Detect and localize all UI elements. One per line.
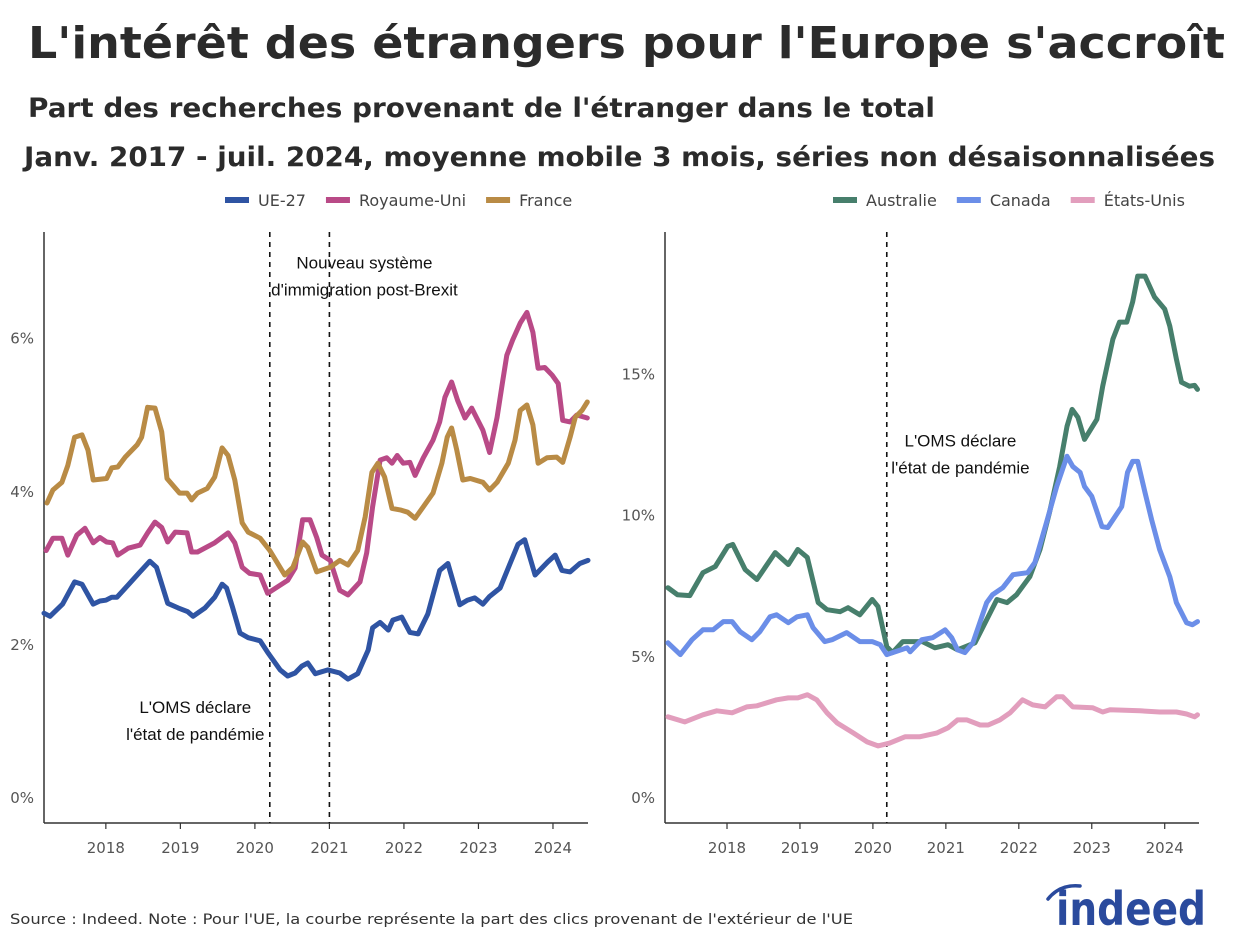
legend-item: Royaume-Uni: [325, 191, 466, 210]
right-chart-panel: 2018 2019 2020 2021 2022 2023 2024 0% 5% 10% 15% L'…: [622, 191, 1200, 857]
legend-item: États-Unis: [1070, 191, 1185, 210]
x-tick-label: 2023: [1073, 839, 1111, 857]
x-tick-label: 2022: [385, 839, 423, 857]
x-tick-label: 2019: [781, 839, 819, 857]
legend-item: Australie: [833, 191, 937, 210]
legend-label: Royaume-Uni: [359, 191, 466, 210]
x-tick-label: 2024: [1146, 839, 1184, 857]
legend-swatch: [1070, 197, 1095, 203]
x-tick-label: 2018: [87, 839, 125, 857]
logo-text: indeed: [1056, 882, 1206, 936]
legend-swatch: [225, 197, 249, 203]
annotation-text: Nouveau système: [296, 254, 432, 273]
legend-swatch: [956, 197, 981, 203]
x-tick-label: 2019: [161, 839, 199, 857]
x-tick-label: 2023: [459, 839, 497, 857]
y-tick-label: 2%: [10, 636, 34, 654]
x-tick-label: 2020: [236, 839, 274, 857]
legend-item: France: [486, 191, 572, 210]
left-chart-panel: 2018 2019 2020 2021 2022 2023 2024 0% 2% 4% 6% Nouv…: [10, 191, 591, 857]
source-note: Source : Indeed. Note : Pour l'UE, la co…: [10, 912, 853, 928]
legend-swatch: [486, 197, 511, 203]
x-tick-label: 2022: [1000, 839, 1038, 857]
y-tick-label: 6%: [10, 330, 34, 348]
subtitle-2: Janv. 2017 - juil. 2024, moyenne mobile …: [22, 142, 1215, 173]
legend-item: UE-27: [225, 191, 306, 210]
y-tick-label: 15%: [622, 365, 655, 383]
annotation-text: l'état de pandémie: [126, 725, 264, 744]
annotation-text: L'OMS déclare: [139, 698, 251, 717]
indeed-logo: indeed: [1046, 882, 1206, 936]
y-tick-label: 4%: [10, 483, 34, 501]
x-tick-label: 2021: [310, 839, 348, 857]
legend-label: France: [519, 191, 572, 210]
series-line-royaume-uni: [43, 309, 590, 598]
y-tick-label: 0%: [631, 789, 655, 807]
annotation-text: d'immigration post-Brexit: [271, 281, 458, 300]
legend-label: Australie: [866, 191, 937, 210]
legend-item: Canada: [956, 191, 1051, 210]
annotation-text: L'OMS déclare: [904, 432, 1016, 451]
legend-swatch: [833, 197, 857, 203]
x-tick-label: 2020: [854, 839, 892, 857]
logo-arc-icon: [1046, 884, 1082, 901]
series-line-france: [44, 399, 590, 578]
legend-label: UE-27: [258, 191, 306, 210]
subtitle-1: Part des recherches provenant de l'étran…: [28, 93, 935, 124]
series-line-ue-27: [41, 537, 591, 682]
x-tick-label: 2024: [534, 839, 572, 857]
y-tick-label: 0%: [10, 789, 34, 807]
series-line-canada: [665, 453, 1200, 658]
annotation-text: l'état de pandémie: [891, 459, 1029, 478]
x-tick-label: 2018: [708, 839, 746, 857]
legend-swatch: [325, 197, 350, 203]
y-tick-label: 5%: [631, 648, 655, 666]
x-tick-label: 2021: [927, 839, 965, 857]
page-title: L'intérêt des étrangers pour l'Europe s'…: [28, 18, 1225, 69]
legend-label: États-Unis: [1104, 191, 1185, 210]
y-tick-label: 10%: [622, 507, 655, 525]
legend-label: Canada: [990, 191, 1051, 210]
series-line--tats-unis: [665, 692, 1200, 749]
